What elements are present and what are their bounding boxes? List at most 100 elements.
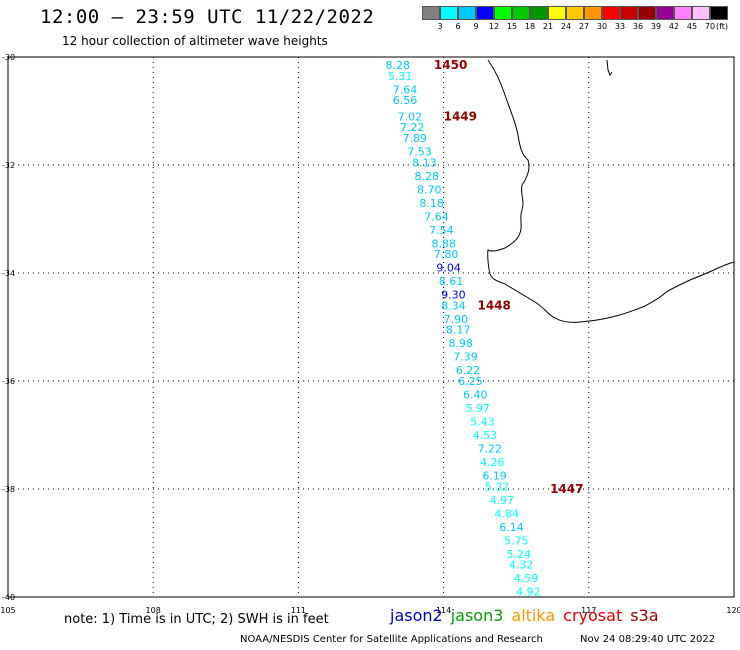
wave-height-point: 5.31 (388, 70, 413, 83)
color-scale-swatch (530, 6, 548, 20)
wave-height-point: 8.28 (386, 59, 411, 72)
wave-height-point: 4.26 (480, 456, 505, 469)
color-scale-swatch (620, 6, 638, 20)
footer-timestamp: Nov 24 08:29:40 UTC 2022 (580, 634, 716, 645)
wave-height-point: 6.56 (393, 94, 418, 107)
wave-height-point: 8.17 (446, 324, 471, 337)
lon-tick-label: 117 (581, 606, 596, 615)
color-scale-swatch (548, 6, 566, 20)
color-scale-swatch (494, 6, 512, 20)
lat-tick-label: -40 (2, 593, 15, 602)
lat-tick-label: -32 (2, 161, 15, 170)
satellite-legend: jason2 jason3 altika cryosat s3a (390, 606, 667, 625)
footer-note: note: 1) Time is in UTC; 2) SWH is in fe… (64, 612, 329, 627)
map-gridlines (8, 57, 734, 597)
page-title: 12:00 – 23:59 UTC 11/22/2022 (40, 6, 375, 28)
wave-height-point: 8.28 (415, 170, 440, 183)
satellite-legend-item: jason3 (450, 606, 504, 625)
lat-tick-label: -38 (2, 485, 15, 494)
orbit-labels: 1450 1449 1448 1447 (434, 58, 584, 496)
wave-height-point: 7.64 (393, 83, 418, 96)
wave-height-point: 7.22 (400, 121, 425, 134)
color-scale-label: 18 (524, 22, 536, 31)
color-scale-label: 70 (704, 22, 716, 31)
track-points: 8.285.317.646.567.027.227.897.538.138.28… (386, 59, 541, 599)
wave-height-point: 7.39 (453, 351, 478, 364)
color-scale-swatch (458, 6, 476, 20)
satellite-legend-item: altika (511, 606, 556, 625)
wave-height-point: 5.32 (485, 480, 510, 493)
color-scale-swatch (584, 6, 602, 20)
page-subtitle: 12 hour collection of altimeter wave hei… (62, 34, 328, 48)
color-scale-swatch (638, 6, 656, 20)
wave-height-point: 8.98 (448, 337, 473, 350)
color-scale-swatch (566, 6, 584, 20)
wave-height-point: 4.97 (490, 494, 514, 507)
color-scale-label: 6 (455, 22, 461, 31)
color-scale-label: 33 (614, 22, 626, 31)
lon-tick-label: 105 (0, 606, 15, 615)
wave-height-point: 4.92 (516, 586, 541, 599)
wave-height-point: 7.22 (477, 443, 502, 456)
color-scale-swatch (710, 6, 728, 20)
wave-height-point: 4.59 (514, 572, 539, 585)
wave-height-point: 9.04 (436, 262, 461, 275)
color-scale-label: 30 (596, 22, 608, 31)
color-scale-label: 12 (488, 22, 500, 31)
wave-height-point: 4.84 (494, 507, 519, 520)
wave-height-point: 9.30 (441, 289, 466, 302)
lat-tick-label: -36 (2, 377, 15, 386)
wave-height-point: 7.64 (424, 210, 449, 223)
wave-height-point: 6.14 (499, 521, 524, 534)
satellite-legend-item: cryosat (563, 606, 623, 625)
wave-height-point: 4.32 (509, 559, 534, 572)
satellite-legend-item: s3a (630, 606, 659, 625)
scale-units: (ft) (716, 22, 729, 31)
color-scale-swatch (674, 6, 692, 20)
color-scale-swatch (440, 6, 458, 20)
island-outline (606, 59, 613, 77)
color-scale-label: 15 (506, 22, 518, 31)
wave-height-point: 4.53 (473, 429, 498, 442)
color-scale-label: 27 (578, 22, 590, 31)
map-frame (7, 56, 735, 598)
lon-tick-label: 111 (291, 606, 306, 615)
lon-tick-label: 108 (146, 606, 161, 615)
color-scale-swatch (476, 6, 494, 20)
map-axis-labels: 105 108 111 114 117 120 -30 -32 -34 -36 -38 -40 (0, 53, 740, 615)
color-scale-swatch (512, 6, 530, 20)
wave-height-point: 7.80 (434, 248, 459, 261)
wave-height-point: 8.18 (419, 197, 444, 210)
wave-height-point: 8.88 (432, 237, 457, 250)
orbit-number-label: 1447 (550, 482, 583, 496)
coastline (487, 59, 735, 323)
wave-height-point: 7.90 (444, 313, 469, 326)
color-scale-label: 21 (542, 22, 554, 31)
wave-height-point: 8.13 (412, 156, 437, 169)
lon-tick-label: 120 (726, 606, 740, 615)
wave-height-point: 7.53 (407, 146, 432, 159)
wave-height-point: 5.43 (470, 416, 495, 429)
color-scale-swatch (656, 6, 674, 20)
color-scale-label: 24 (560, 22, 572, 31)
color-scale-label: 36 (632, 22, 644, 31)
wave-height-point: 5.75 (504, 534, 528, 547)
lon-tick-label: 114 (436, 606, 451, 615)
wave-height-point: 8.70 (417, 183, 442, 196)
wave-height-point: 7.54 (429, 224, 454, 237)
wave-height-point: 5.24 (507, 548, 532, 561)
lat-tick-label: -30 (2, 53, 15, 62)
wave-height-point: 8.61 (439, 275, 464, 288)
wave-height-point: 6.19 (482, 470, 507, 483)
wave-height-point: 6.40 (463, 389, 488, 402)
color-scale-label: 42 (668, 22, 680, 31)
footer-credit: NOAA/NESDIS Center for Satellite Applica… (240, 634, 543, 645)
color-scale-swatch (422, 6, 440, 20)
wave-height-point: 6.22 (456, 364, 481, 377)
lat-tick-label: -34 (2, 269, 15, 278)
color-scale-label: 45 (686, 22, 698, 31)
orbit-number-label: 1449 (444, 109, 477, 123)
color-scale-swatch (602, 6, 620, 20)
